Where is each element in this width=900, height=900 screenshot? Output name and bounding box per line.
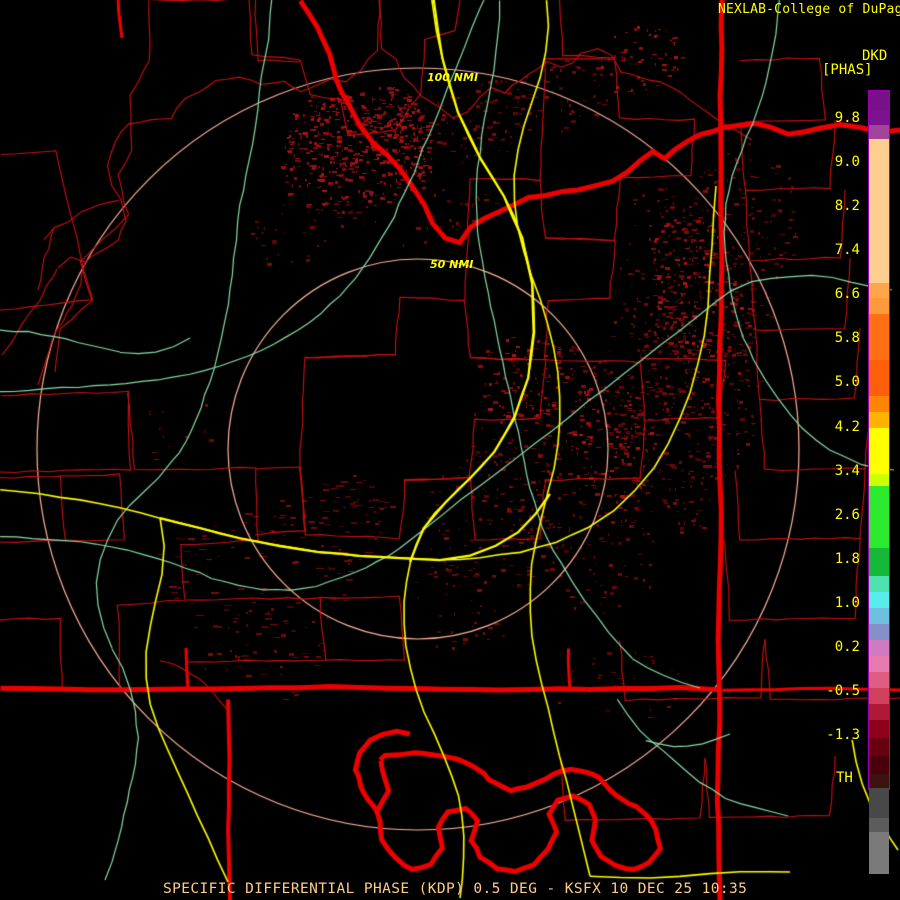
color-scale-threshold-label: TH	[836, 770, 853, 786]
color-scale-tick-labels: 9.8 9.0 8.2 7.4 6.6 5.8 5.0 4.2 3.4 2.6 1.8 1.0 0.2 -…	[808, 90, 864, 790]
scale-tick-4: 6.6	[834, 286, 860, 303]
color-scale-band-9	[869, 396, 889, 412]
color-scale-band-7	[869, 314, 889, 360]
color-scale-band-26	[869, 756, 889, 774]
color-scale-band-1	[869, 111, 889, 125]
color-scale-band-10	[869, 412, 889, 428]
scale-tick-14: -1.3	[826, 727, 860, 743]
scale-tick-10: 1.8	[834, 550, 860, 567]
station-title-label: NEXLAB-College of DuPage☑	[718, 2, 900, 17]
color-scale-bar[interactable]	[868, 90, 890, 894]
color-scale-band-31	[869, 874, 889, 894]
color-scale-band-5	[869, 283, 889, 298]
scale-tick-5: 5.8	[834, 330, 860, 347]
product-field-label: [PHAS]	[822, 62, 873, 78]
color-scale-band-17	[869, 608, 889, 624]
color-scale-band-21	[869, 672, 889, 688]
color-scale-band-16	[869, 592, 889, 608]
scale-tick-3: 7.4	[834, 242, 860, 259]
color-scale-band-6	[869, 298, 889, 314]
color-scale-band-25	[869, 738, 889, 756]
scale-tick-9: 2.6	[834, 506, 860, 523]
range-ring-label-100: 100 NMI	[427, 71, 479, 84]
color-scale-band-13	[869, 486, 889, 548]
range-ring-label-50: 50 NMI	[430, 258, 474, 271]
units-label: DKD	[862, 48, 888, 64]
color-scale-band-15	[869, 576, 889, 592]
color-scale-band-22	[869, 688, 889, 704]
color-scale-band-24	[869, 720, 889, 738]
scale-tick-7: 4.2	[834, 418, 860, 435]
color-scale-band-19	[869, 640, 889, 656]
color-scale-band-0	[869, 91, 889, 111]
color-scale-band-8	[869, 360, 889, 396]
color-scale-band-29	[869, 818, 889, 832]
scale-tick-11: 1.0	[834, 594, 860, 611]
color-scale-band-28	[869, 788, 889, 818]
scale-tick-8: 3.4	[834, 462, 860, 479]
color-scale-band-18	[869, 624, 889, 640]
scale-tick-6: 5.0	[834, 374, 860, 391]
color-scale-band-4	[869, 153, 889, 283]
station-title-text: NEXLAB-College of DuPage	[718, 2, 900, 17]
color-scale-band-3	[869, 139, 889, 153]
scale-tick-1: 9.0	[834, 154, 860, 171]
scale-tick-0: 9.8	[834, 110, 860, 126]
color-scale-band-11	[869, 428, 889, 474]
scale-tick-13: -0.5	[826, 682, 860, 699]
scale-tick-2: 8.2	[834, 198, 860, 215]
scale-tick-12: 0.2	[834, 638, 860, 655]
color-scale-band-14	[869, 548, 889, 576]
status-bar-text: SPECIFIC DIFFERENTIAL PHASE (KDP) 0.5 DE…	[163, 881, 748, 897]
color-scale-band-20	[869, 656, 889, 672]
color-scale-band-23	[869, 704, 889, 720]
color-scale-band-12	[869, 474, 889, 486]
color-scale-band-2	[869, 125, 889, 139]
color-scale-band-30	[869, 832, 889, 874]
color-scale-band-27	[869, 774, 889, 788]
